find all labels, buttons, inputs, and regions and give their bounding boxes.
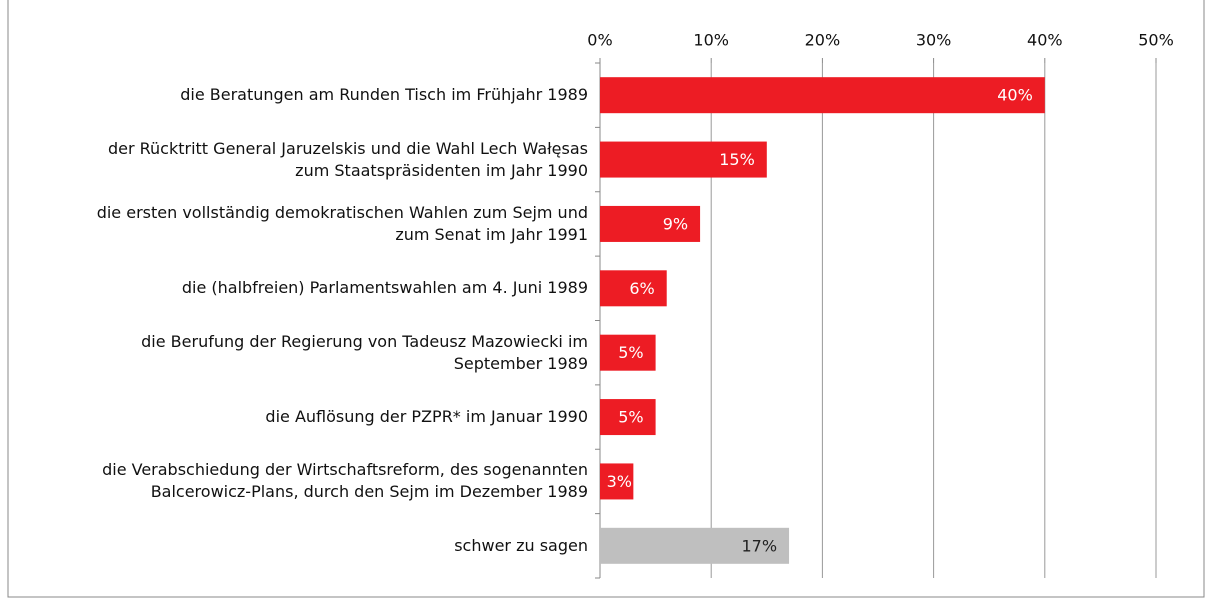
category-label: die Berufung der Regierung von Tadeusz M… bbox=[141, 331, 588, 373]
frame bbox=[7, 0, 1205, 598]
value-label: 17% bbox=[741, 536, 777, 555]
bar bbox=[600, 77, 1045, 114]
bar bbox=[600, 205, 701, 242]
category-label: die Beratungen am Runden Tisch im Frühja… bbox=[180, 85, 588, 105]
bar bbox=[600, 270, 667, 307]
bar bbox=[600, 334, 656, 371]
value-label: 5% bbox=[618, 343, 643, 362]
category-label: schwer zu sagen bbox=[454, 535, 588, 555]
bar bbox=[600, 527, 790, 564]
x-tick-label: 10% bbox=[693, 31, 729, 50]
category-label: die ersten vollständig demokratischen Wa… bbox=[96, 202, 588, 244]
bar bbox=[600, 463, 634, 500]
value-label: 15% bbox=[719, 150, 755, 169]
category-label: der Rücktritt General Jaruzelskis und di… bbox=[107, 138, 588, 180]
bar bbox=[600, 141, 767, 178]
value-label: 3% bbox=[607, 472, 632, 491]
value-label: 5% bbox=[618, 408, 643, 427]
x-tick-label: 50% bbox=[1138, 31, 1174, 50]
x-tick-label: 40% bbox=[1027, 31, 1063, 50]
category-label: die Verabschiedung der Wirtschaftsreform… bbox=[102, 460, 588, 502]
x-tick-label: 0% bbox=[587, 31, 612, 50]
value-label: 40% bbox=[997, 86, 1033, 105]
x-tick-label: 30% bbox=[916, 31, 952, 50]
x-tick-label: 20% bbox=[805, 31, 841, 50]
category-label: die Auflösung der PZPR* im Januar 1990 bbox=[265, 407, 588, 427]
value-label: 9% bbox=[663, 214, 688, 233]
category-label: die (halbfreien) Parlamentswahlen am 4. … bbox=[181, 278, 588, 298]
bar bbox=[600, 399, 656, 436]
value-label: 6% bbox=[629, 279, 654, 298]
